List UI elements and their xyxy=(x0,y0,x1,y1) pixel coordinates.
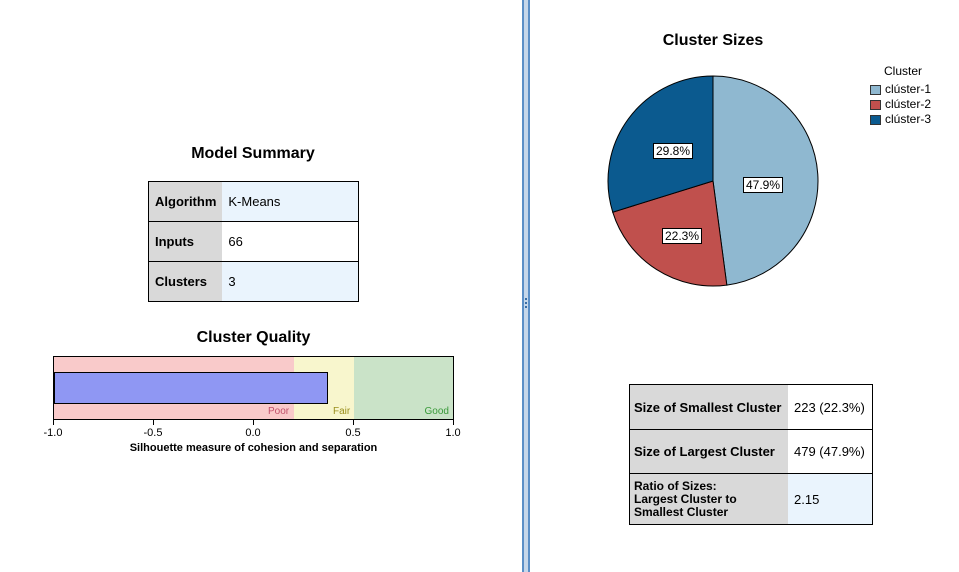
table-row: Ratio of Sizes: Largest Cluster to Small… xyxy=(629,473,873,525)
legend-title: Cluster xyxy=(884,64,923,78)
algorithm-label: Algorithm xyxy=(148,181,223,222)
cluster-sizes-title: Cluster Sizes xyxy=(662,32,764,49)
good-zone xyxy=(354,357,453,419)
panel-splitter[interactable] xyxy=(522,0,530,572)
legend-label: clúster-1 xyxy=(885,82,932,96)
clusters-value: 3 xyxy=(222,261,360,302)
ratio-label-line: Largest Cluster to xyxy=(634,491,737,506)
ratio-label-line: Ratio of Sizes: xyxy=(634,478,717,493)
ratio-label-line: Smallest Cluster xyxy=(634,504,729,519)
ratio-value: 2.15 xyxy=(788,473,873,525)
legend-label: clúster-2 xyxy=(885,97,932,111)
cluster-sizes-pie xyxy=(607,75,819,287)
clusters-label: Clusters xyxy=(148,261,223,302)
ratio-label: Ratio of Sizes: Largest Cluster to Small… xyxy=(629,473,788,525)
table-row: Size of Smallest Cluster 223 (22.3%) xyxy=(629,384,873,430)
legend-label: clúster-3 xyxy=(885,112,932,126)
smallest-cluster-label: Size of Smallest Cluster xyxy=(629,384,788,430)
table-row: Size of Largest Cluster 479 (47.9%) xyxy=(629,429,873,474)
silhouette-axis-label: Silhouette measure of cohesion and separ… xyxy=(129,442,378,454)
tick-label: -0.5 xyxy=(143,427,163,439)
fair-label: Fair xyxy=(333,406,351,417)
inputs-label: Inputs xyxy=(148,221,223,262)
axis-tick xyxy=(353,420,354,425)
table-row: Inputs 66 xyxy=(148,221,360,262)
cluster-legend: Cluster clúster-1 clúster-2 clúster-3 xyxy=(870,64,931,127)
pie-label-cluster-3: 29.8% xyxy=(653,143,694,159)
largest-cluster-label: Size of Largest Cluster xyxy=(629,429,788,474)
table-row: Algorithm K-Means xyxy=(148,181,360,222)
legend-swatch xyxy=(870,114,881,125)
axis-tick xyxy=(153,420,154,425)
model-summary-table: Algorithm K-Means Inputs 66 Clusters 3 xyxy=(148,181,360,302)
pie-label-cluster-2: 22.3% xyxy=(662,228,703,244)
axis-tick xyxy=(253,420,254,425)
silhouette-chart: Poor Fair Good xyxy=(53,356,454,420)
largest-cluster-value: 479 (47.9%) xyxy=(788,429,873,474)
model-summary-title: Model Summary xyxy=(191,145,315,162)
table-row: Clusters 3 xyxy=(148,261,360,302)
axis-tick xyxy=(453,420,454,425)
smallest-cluster-value: 223 (22.3%) xyxy=(788,384,873,430)
legend-item-cluster-3: clúster-3 xyxy=(870,112,931,127)
tick-label: 0.0 xyxy=(245,427,261,439)
inputs-value: 66 xyxy=(222,221,360,262)
cluster-quality-title: Cluster Quality xyxy=(196,329,311,346)
tick-label: 1.0 xyxy=(445,427,461,439)
splitter-grip-icon[interactable] xyxy=(524,296,528,312)
legend-item-cluster-2: clúster-2 xyxy=(870,97,931,112)
legend-swatch xyxy=(870,84,881,95)
algorithm-value: K-Means xyxy=(222,181,360,222)
silhouette-bar xyxy=(54,372,328,404)
pie-label-cluster-1: 47.9% xyxy=(743,177,784,193)
axis-tick xyxy=(53,420,54,425)
poor-label: Poor xyxy=(268,406,290,417)
tick-label: -1.0 xyxy=(43,427,63,439)
cluster-size-table: Size of Smallest Cluster 223 (22.3%) Siz… xyxy=(629,384,873,525)
legend-swatch xyxy=(870,99,881,110)
legend-item-cluster-1: clúster-1 xyxy=(870,82,931,97)
tick-label: 0.5 xyxy=(345,427,361,439)
good-label: Good xyxy=(424,406,449,417)
